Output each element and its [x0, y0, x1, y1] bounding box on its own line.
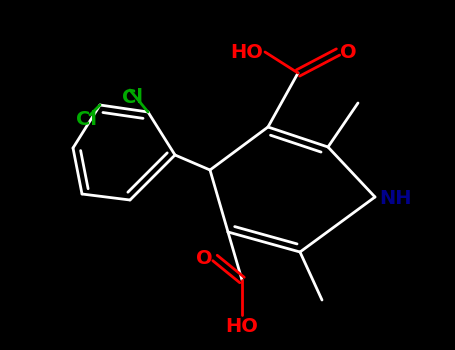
Text: HO: HO	[226, 317, 258, 336]
Text: HO: HO	[230, 42, 263, 62]
Text: O: O	[197, 248, 213, 267]
Text: O: O	[340, 42, 357, 62]
Text: Cl: Cl	[122, 88, 143, 107]
Text: NH: NH	[379, 189, 411, 209]
Text: Cl: Cl	[76, 110, 97, 129]
